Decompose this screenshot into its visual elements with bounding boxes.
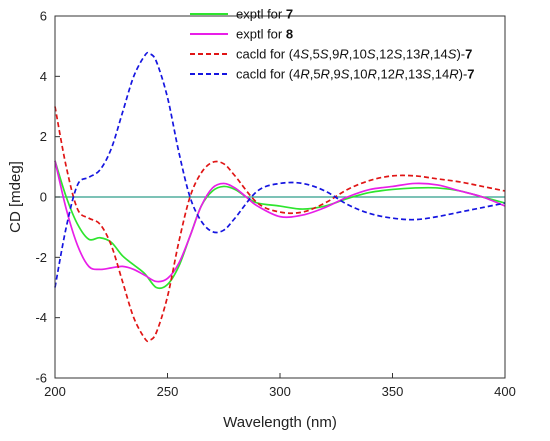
series-line-1 <box>54 160 506 290</box>
x-tick-label: 250 <box>157 384 179 399</box>
y-tick-label: 6 <box>40 9 47 24</box>
x-axis-title: Wavelength (nm) <box>223 414 337 431</box>
y-tick-label: 2 <box>40 129 47 144</box>
y-tick-label: -2 <box>35 250 47 265</box>
y-tick-label: 4 <box>40 69 47 84</box>
y-tick-label: -6 <box>35 371 47 386</box>
y-tick-label: -4 <box>35 310 47 325</box>
legend-label-1: exptl for 7 <box>236 7 293 22</box>
legend: exptl for 7 exptl for 8 cacld for (4S,5S,9… <box>190 7 475 82</box>
x-tick-label: 200 <box>44 384 66 399</box>
x-tick-label: 400 <box>494 384 516 399</box>
legend-label-3: cacld for (4S,5S,9R,10S,12S,13R,14S)-7 <box>236 47 472 62</box>
series-line-4 <box>54 51 506 288</box>
series-layer <box>54 51 506 343</box>
tick-layer: 200 250 300 350 400 -6 -4 -2 0 2 4 6 <box>35 9 515 400</box>
series-line-3 <box>54 106 506 343</box>
y-tick-label: 0 <box>40 190 47 205</box>
x-tick-label: 300 <box>269 384 291 399</box>
x-tick-label: 350 <box>382 384 404 399</box>
legend-label-2: exptl for 8 <box>236 27 293 42</box>
legend-label-4: cacld for (4R,5R,9S,10R,12R,13S,14R)-7 <box>236 67 475 82</box>
series-line-2 <box>54 160 506 283</box>
y-axis-title: CD [mdeg] <box>7 161 24 233</box>
